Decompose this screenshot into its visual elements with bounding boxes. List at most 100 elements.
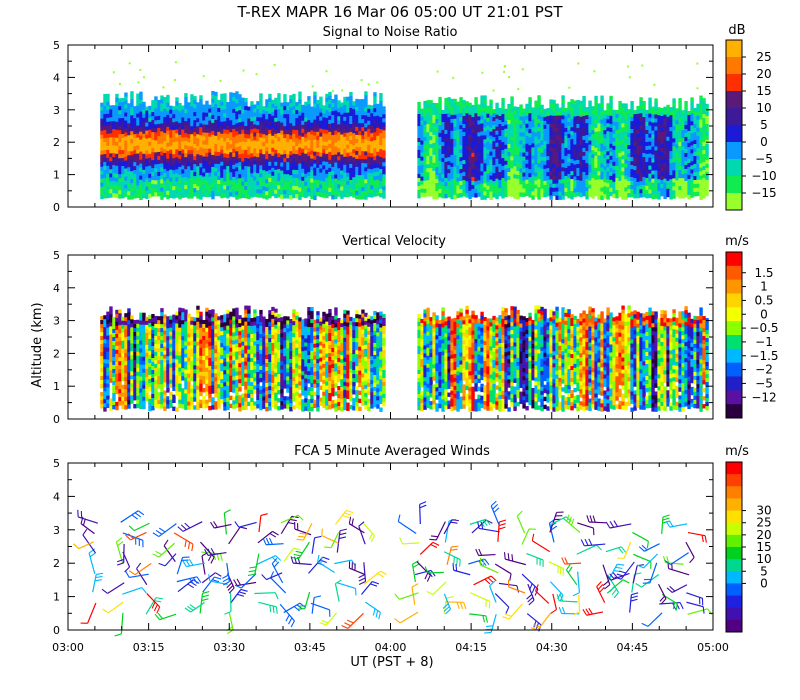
snr-cell	[346, 192, 350, 198]
snr-cell	[217, 147, 221, 153]
snr-cell	[235, 163, 239, 168]
snr-cell	[262, 126, 266, 131]
snr-cell	[106, 129, 110, 135]
snr-cell	[681, 134, 685, 139]
snr-cell	[525, 127, 529, 133]
snr-cell	[600, 171, 604, 176]
snr-cell	[160, 175, 164, 180]
snr-cell	[280, 118, 284, 123]
snr-cell	[444, 137, 448, 143]
snr-cell	[370, 193, 374, 198]
snr-cell	[205, 168, 209, 174]
vv-cell	[121, 344, 125, 350]
snr-cell	[370, 121, 374, 126]
snr-cell	[510, 168, 514, 173]
snr-cell	[238, 186, 242, 191]
snr-cell	[328, 187, 332, 193]
snr-cell	[241, 177, 245, 183]
snr-cell	[420, 164, 424, 170]
snr-cell	[510, 124, 514, 129]
snr-cell	[109, 137, 113, 142]
snr-cell	[154, 152, 158, 157]
snr-cell	[489, 143, 493, 148]
snr-cell	[211, 138, 215, 144]
snr-cell	[567, 169, 571, 175]
snr-cell	[169, 193, 173, 199]
snr-cell	[549, 155, 553, 160]
snr-cell	[169, 129, 173, 135]
snr-cell	[241, 181, 245, 187]
snr-cell	[208, 124, 212, 130]
snr-cell	[648, 97, 652, 102]
snr-cell	[289, 123, 293, 128]
snr-cell	[561, 179, 565, 184]
colorbar-swatch	[726, 108, 742, 126]
snr-cell	[118, 174, 122, 179]
snr-cell	[124, 136, 128, 141]
snr-cell	[235, 131, 239, 136]
snr-cell	[519, 128, 523, 133]
snr-cell	[621, 167, 625, 172]
snr-cell	[465, 153, 469, 158]
snr-cell	[148, 181, 152, 187]
snr-cell	[525, 159, 529, 165]
snr-cell	[615, 162, 619, 167]
snr-cell	[582, 131, 586, 137]
snr-cell	[148, 137, 152, 143]
snr-cell	[130, 183, 134, 188]
snr-cell	[435, 131, 439, 136]
snr-cell	[492, 117, 496, 122]
snr-cell	[486, 153, 490, 159]
snr-cell	[663, 130, 667, 136]
snr-cell	[124, 100, 128, 105]
snr-cell	[271, 115, 275, 121]
snr-cell	[154, 104, 158, 109]
snr-cell	[546, 152, 550, 157]
snr-cell	[492, 125, 496, 130]
snr-cell	[166, 154, 170, 160]
snr-cell	[157, 115, 161, 121]
snr-cell	[304, 105, 308, 111]
snr-cell	[513, 146, 517, 151]
snr-cell	[567, 157, 571, 163]
snr-cell	[184, 145, 188, 150]
snr-cell	[456, 177, 460, 182]
snr-cell	[352, 145, 356, 150]
snr-cell	[603, 110, 607, 115]
snr-cell	[681, 154, 685, 159]
snr-cell	[322, 173, 326, 178]
snr-cell	[223, 177, 227, 182]
snr-cell	[444, 169, 448, 175]
snr-cell	[501, 178, 505, 183]
snr-cell	[564, 171, 568, 177]
snr-cell	[420, 148, 424, 154]
snr-cell	[274, 129, 278, 135]
snr-cell	[310, 150, 314, 155]
snr-cell	[124, 148, 128, 153]
snr-cell	[660, 175, 664, 181]
snr-cell	[175, 113, 179, 118]
snr-cell	[193, 172, 197, 177]
snr-cell	[657, 115, 661, 120]
snr-cell	[489, 195, 493, 200]
snr-cell	[564, 147, 568, 153]
snr-cell	[208, 104, 212, 110]
snr-cell	[612, 177, 616, 183]
snr-cell	[280, 182, 284, 187]
snr-cell	[585, 191, 589, 196]
vv-cell	[115, 377, 119, 383]
snr-cell	[325, 193, 329, 199]
snr-cell	[223, 93, 227, 98]
vv-cell	[112, 388, 116, 394]
snr-cell	[441, 125, 445, 131]
snr-cell	[606, 147, 610, 152]
snr-cell	[471, 180, 475, 186]
snr-cell	[621, 143, 625, 148]
snr-cell	[232, 156, 236, 162]
snr-cell	[561, 131, 565, 136]
snr-cell	[175, 153, 179, 158]
snr-cell	[573, 116, 577, 121]
snr-cell	[325, 189, 329, 195]
snr-cell	[501, 162, 505, 167]
snr-cell	[259, 165, 263, 170]
